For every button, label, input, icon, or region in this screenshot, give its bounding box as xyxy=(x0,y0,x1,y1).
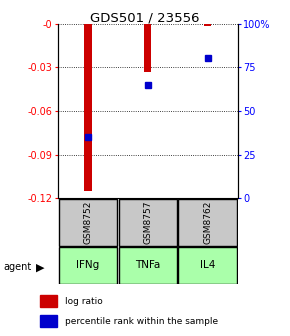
Text: GSM8757: GSM8757 xyxy=(143,201,153,244)
Text: log ratio: log ratio xyxy=(65,297,102,306)
Bar xyxy=(40,295,57,307)
Text: agent: agent xyxy=(3,262,31,272)
Bar xyxy=(59,199,117,247)
Text: IL4: IL4 xyxy=(200,260,215,270)
Text: IFNg: IFNg xyxy=(76,260,99,270)
Bar xyxy=(84,24,92,191)
Text: TNFa: TNFa xyxy=(135,260,161,270)
Text: ▶: ▶ xyxy=(36,263,45,273)
Bar xyxy=(119,247,177,284)
Bar xyxy=(178,199,237,247)
Bar xyxy=(59,247,117,284)
Bar xyxy=(144,24,151,72)
Text: GSM8762: GSM8762 xyxy=(203,201,212,244)
Bar xyxy=(204,24,211,27)
Text: GDS501 / 23556: GDS501 / 23556 xyxy=(90,12,200,25)
Text: percentile rank within the sample: percentile rank within the sample xyxy=(65,317,218,326)
Bar xyxy=(119,199,177,247)
Text: GSM8752: GSM8752 xyxy=(84,201,93,244)
Bar xyxy=(40,315,57,327)
Bar xyxy=(178,247,237,284)
